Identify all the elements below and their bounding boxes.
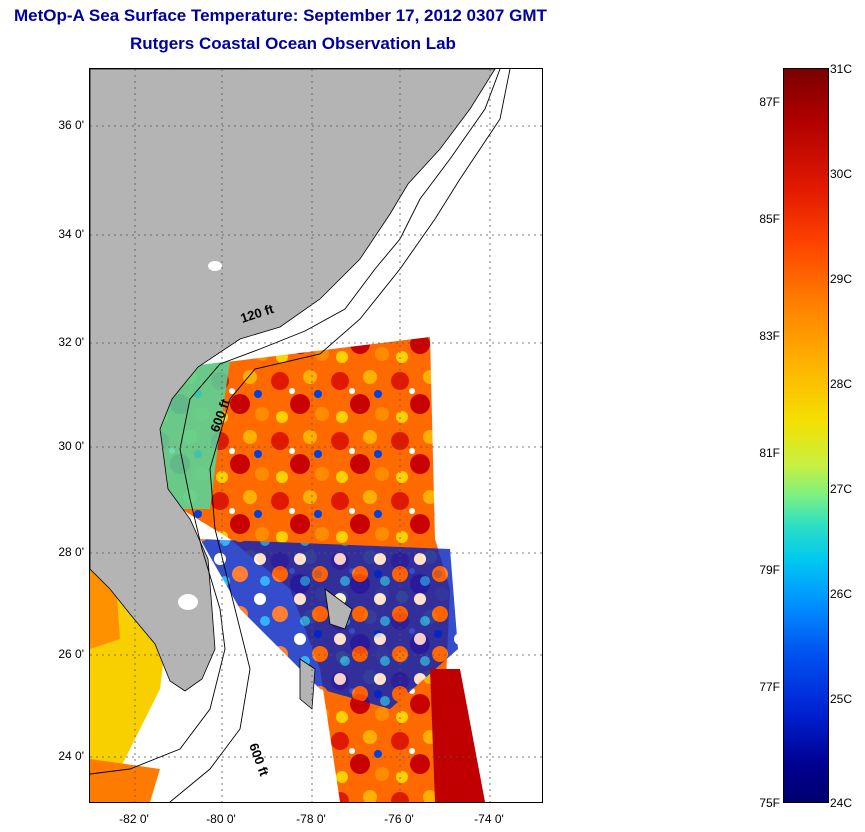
- sst-map-canvas: [90, 69, 542, 802]
- colorbar-f-label: 81F: [759, 446, 780, 460]
- colorbar-f-label: 87F: [759, 95, 780, 109]
- lake: [208, 261, 222, 271]
- isobath-120ft: [90, 69, 501, 775]
- lat-label: 32 0': [58, 335, 84, 349]
- lat-label: 28 0': [58, 545, 84, 559]
- lon-label: -82 0': [119, 812, 149, 826]
- lat-label: 26 0': [58, 647, 84, 661]
- graticule: [90, 69, 542, 802]
- colorbar-f-label: 77F: [759, 680, 780, 694]
- sst-keys-patch: [90, 759, 160, 802]
- lat-label: 30 0': [58, 439, 84, 453]
- isobath-600ft: [169, 69, 511, 802]
- land-mass: [90, 69, 496, 692]
- bahamas-islands: [299, 588, 353, 710]
- lon-label: -80 0': [206, 812, 236, 826]
- lon-label: -78 0': [296, 812, 326, 826]
- temperature-colorbar: [783, 68, 829, 803]
- colorbar-f-label: 85F: [759, 212, 780, 226]
- lon-label: -74 0': [474, 812, 504, 826]
- colorbar-c-label: 27C: [830, 482, 853, 496]
- colorbar-f-label: 79F: [759, 563, 780, 577]
- sst-map: [89, 68, 543, 803]
- sst-warm-edge: [430, 669, 485, 802]
- colorbar-c-label: 25C: [830, 692, 853, 706]
- map-title: MetOp-A Sea Surface Temperature: Septemb…: [14, 6, 547, 25]
- colorbar-c-label: 30C: [830, 167, 853, 181]
- map-subtitle: Rutgers Coastal Ocean Observation Lab: [130, 34, 456, 53]
- colorbar-c-label: 31C: [830, 62, 853, 76]
- lon-label: -76 0': [384, 812, 414, 826]
- lake: [178, 594, 198, 610]
- colorbar-f-label: 75F: [759, 796, 780, 810]
- colorbar-c-label: 24C: [830, 796, 853, 810]
- lat-label: 24 0': [58, 749, 84, 763]
- colorbar-c-label: 28C: [830, 377, 853, 391]
- colorbar-c-label: 29C: [830, 272, 853, 286]
- colorbar-f-label: 83F: [759, 329, 780, 343]
- lat-label: 36 0': [58, 118, 84, 132]
- colorbar-c-label: 26C: [830, 587, 853, 601]
- sst-cool-band: [200, 539, 458, 709]
- lat-label: 34 0': [58, 227, 84, 241]
